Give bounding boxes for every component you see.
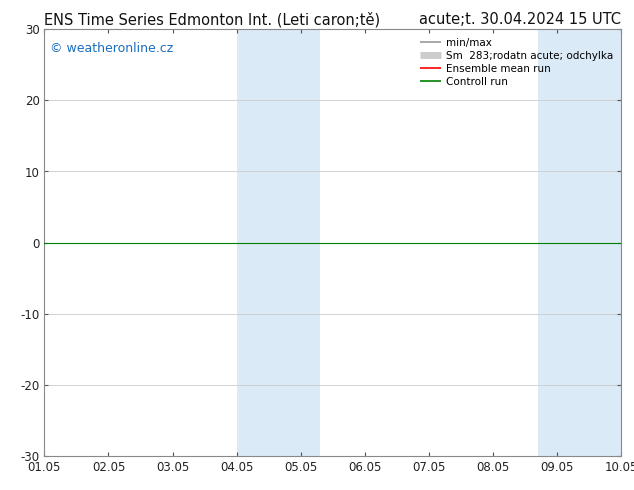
Legend: min/max, Sm  283;rodatn acute; odchylka, Ensemble mean run, Controll run: min/max, Sm 283;rodatn acute; odchylka, … (417, 35, 616, 90)
Bar (236, 29, 320, 456)
Text: © weatheronline.cz: © weatheronline.cz (50, 42, 174, 55)
Bar (538, 29, 621, 456)
Text: ENS Time Series Edmonton Int. (Leti caron;tě): ENS Time Series Edmonton Int. (Leti caro… (44, 12, 380, 28)
Text: acute;t. 30.04.2024 15 UTC: acute;t. 30.04.2024 15 UTC (419, 12, 621, 27)
